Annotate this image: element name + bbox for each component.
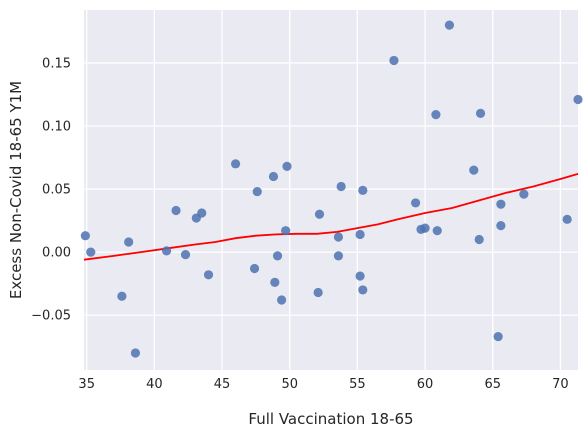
grid-lines xyxy=(84,10,578,370)
data-point xyxy=(493,331,503,342)
data-point xyxy=(420,223,430,233)
data-point xyxy=(444,20,455,30)
data-point xyxy=(431,110,441,120)
data-point xyxy=(355,229,365,240)
y-tick-label: 0.05 xyxy=(42,183,71,198)
data-point xyxy=(249,263,260,274)
y-tick-label: 0.00 xyxy=(42,246,71,261)
plot-background xyxy=(84,10,578,370)
data-point xyxy=(282,161,292,171)
data-point xyxy=(124,237,134,247)
x-tick-label: 70 xyxy=(552,377,569,392)
trend-line xyxy=(83,173,579,261)
data-point xyxy=(230,159,241,169)
data-point xyxy=(252,186,262,197)
data-point xyxy=(80,231,90,241)
data-point xyxy=(474,234,484,245)
data-point xyxy=(475,108,486,118)
x-tick-label: 35 xyxy=(78,377,95,392)
y-axis-label: Excess Non-Covid 18-65 Y1M xyxy=(7,81,25,299)
data-point xyxy=(469,165,479,175)
data-point xyxy=(314,209,325,219)
data-point xyxy=(410,198,421,208)
data-point xyxy=(358,185,368,195)
data-point xyxy=(161,246,172,256)
data-point xyxy=(496,221,506,231)
trend-line-group xyxy=(83,173,579,261)
data-point xyxy=(203,270,214,280)
y-axis-ticks: −0.05 0.00 0.05 0.10 0.15 xyxy=(31,56,71,323)
data-point xyxy=(389,55,399,66)
x-axis-label: Full Vaccination 18-65 xyxy=(248,410,413,428)
data-point xyxy=(355,271,365,281)
data-point xyxy=(333,232,344,242)
data-point xyxy=(272,251,283,261)
y-tick-label: 0.15 xyxy=(42,56,71,71)
x-tick-label: 45 xyxy=(214,377,231,392)
data-points xyxy=(80,20,583,358)
data-point xyxy=(573,94,583,105)
y-tick-label: 0.10 xyxy=(42,120,71,135)
data-point xyxy=(180,250,191,260)
data-point xyxy=(86,247,96,257)
data-point xyxy=(432,226,442,236)
data-point xyxy=(130,348,141,358)
data-point xyxy=(268,171,279,182)
data-point xyxy=(313,287,323,298)
x-tick-label: 40 xyxy=(146,377,163,392)
x-tick-label: 65 xyxy=(484,377,501,392)
data-point xyxy=(171,205,181,216)
data-point xyxy=(270,277,280,287)
data-point xyxy=(197,208,207,218)
data-point xyxy=(358,285,368,295)
y-tick-label: −0.05 xyxy=(31,309,71,324)
data-point xyxy=(117,291,127,301)
x-tick-label: 50 xyxy=(281,377,298,392)
data-point xyxy=(333,251,344,261)
data-point xyxy=(277,295,287,305)
data-point xyxy=(519,189,529,199)
x-tick-label: 55 xyxy=(349,377,366,392)
data-point xyxy=(496,199,506,209)
x-tick-label: 60 xyxy=(417,377,434,392)
data-point xyxy=(336,181,346,192)
x-axis-ticks: 35 40 45 50 55 60 65 70 xyxy=(78,377,568,392)
data-point xyxy=(562,214,572,224)
data-point xyxy=(281,226,291,236)
